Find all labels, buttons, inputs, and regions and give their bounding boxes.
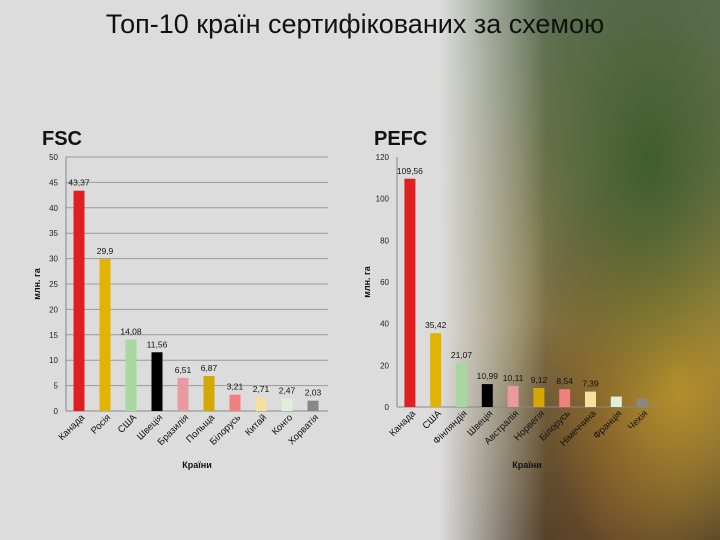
pefc-bar bbox=[404, 178, 416, 407]
pefc-data-label: 21,07 bbox=[451, 350, 473, 360]
fsc-data-label: 43,37 bbox=[68, 178, 90, 188]
pefc-chart-title: PEFC bbox=[374, 128, 428, 150]
fsc-y-tick-label: 15 bbox=[49, 331, 58, 340]
fsc-y-tick-label: 25 bbox=[49, 280, 58, 289]
fsc-y-tick-label: 10 bbox=[49, 356, 58, 365]
forest-background-image bbox=[440, 0, 720, 540]
pefc-data-label: 35,42 bbox=[425, 320, 447, 330]
fsc-data-label: 3,21 bbox=[227, 382, 244, 392]
fsc-y-tick-label: 20 bbox=[49, 305, 58, 314]
fsc-y-tick-label: 5 bbox=[54, 382, 59, 391]
fsc-bar bbox=[73, 190, 85, 411]
pefc-category-label: Чехія bbox=[626, 408, 650, 432]
pefc-y-tick-label: 80 bbox=[380, 236, 389, 245]
fsc-data-label: 2,71 bbox=[253, 384, 270, 394]
pefc-bar bbox=[481, 384, 493, 407]
pefc-y-tick-label: 40 bbox=[380, 320, 389, 329]
pefc-data-label: 109,56 bbox=[397, 166, 423, 176]
pefc-category-label: Канада bbox=[387, 408, 418, 439]
fsc-y-tick-label: 45 bbox=[49, 178, 58, 187]
pefc-y-tick-label: 120 bbox=[376, 153, 390, 162]
pefc-bar bbox=[610, 396, 622, 407]
pefc-bar bbox=[636, 398, 648, 407]
pefc-bar bbox=[585, 391, 596, 407]
fsc-data-label: 29,9 bbox=[97, 246, 114, 256]
fsc-bar bbox=[99, 259, 111, 411]
pefc-data-label: 9,12 bbox=[531, 375, 548, 385]
fsc-data-label: 2,47 bbox=[279, 385, 296, 395]
pefc-bar bbox=[559, 389, 571, 407]
fsc-bar bbox=[255, 397, 267, 411]
fsc-bar bbox=[151, 352, 163, 411]
fsc-bar bbox=[125, 339, 137, 411]
fsc-y-tick-label: 50 bbox=[49, 153, 58, 162]
pefc-data-label: 10,11 bbox=[503, 373, 524, 383]
pefc-category-label: Франція bbox=[591, 408, 624, 441]
pefc-y-tick-label: 100 bbox=[376, 195, 390, 204]
fsc-bar bbox=[281, 398, 293, 411]
pefc-bar bbox=[456, 363, 467, 407]
fsc-bar bbox=[229, 394, 241, 411]
fsc-data-label: 6,51 bbox=[175, 365, 192, 375]
fsc-y-tick-label: 30 bbox=[49, 255, 58, 264]
fsc-chart-title: FSC bbox=[42, 128, 82, 150]
pefc-x-axis-title: Країни bbox=[512, 460, 542, 470]
slide-title: Топ-10 країн сертифікованих за схемою bbox=[105, 9, 605, 39]
fsc-bar bbox=[307, 400, 319, 411]
pefc-y-axis-title: млн. га bbox=[362, 265, 372, 298]
fsc-bar bbox=[177, 377, 189, 411]
fsc-data-label: 6,87 bbox=[201, 363, 218, 373]
fsc-x-axis-title: Країни bbox=[182, 460, 212, 470]
pefc-data-label: 10,99 bbox=[477, 371, 499, 381]
fsc-y-tick-label: 35 bbox=[49, 229, 58, 238]
fsc-data-label: 11,56 bbox=[147, 339, 168, 349]
fsc-bar bbox=[203, 376, 215, 411]
pefc-y-tick-label: 60 bbox=[380, 278, 389, 287]
fsc-y-axis-title: млн. га bbox=[32, 267, 42, 300]
pefc-y-tick-label: 20 bbox=[380, 361, 389, 370]
fsc-y-tick-label: 40 bbox=[49, 204, 58, 213]
pefc-bar bbox=[507, 385, 519, 407]
pefc-bar bbox=[533, 388, 545, 407]
pefc-category-label: США bbox=[421, 408, 445, 432]
pefc-data-label: 7,39 bbox=[582, 379, 599, 389]
fsc-data-label: 14,08 bbox=[120, 326, 142, 336]
fsc-y-tick-label: 0 bbox=[54, 407, 59, 416]
fsc-data-label: 2,03 bbox=[305, 388, 322, 398]
pefc-y-tick-label: 0 bbox=[385, 403, 390, 412]
pefc-data-label: 8,54 bbox=[556, 376, 573, 386]
pefc-bar bbox=[430, 333, 442, 407]
